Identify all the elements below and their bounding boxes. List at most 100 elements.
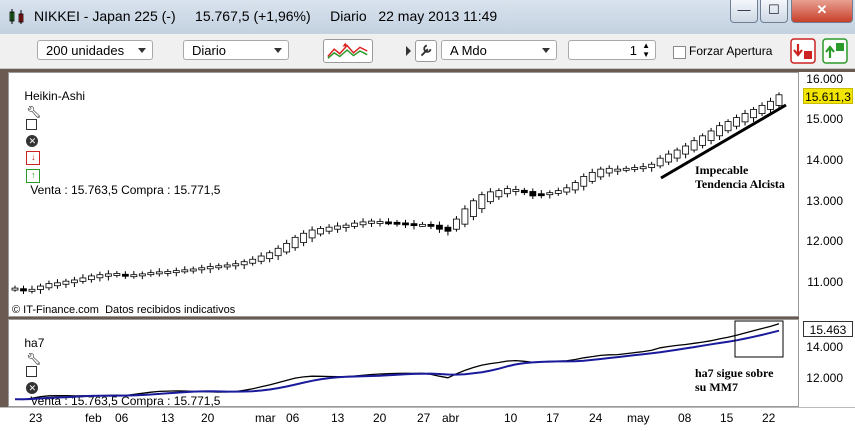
wrench-icon[interactable]: 🔧︎	[26, 352, 42, 366]
candle-body	[79, 277, 87, 282]
units-select[interactable]: 200 unidades	[37, 40, 153, 60]
main-chart-name: Heikin-Ashi	[24, 89, 86, 103]
candle-body	[317, 228, 325, 235]
current-indicator-badge: 15.463	[803, 321, 853, 337]
toolbar: 200 unidades Diario A Mdo 1 ▲ ▼ Forzar Ap…	[0, 34, 855, 69]
candle-body	[656, 157, 664, 167]
stepper-arrows-icon[interactable]: ▲ ▼	[642, 41, 650, 59]
order-type-select[interactable]: A Mdo	[441, 40, 557, 60]
candle-body	[172, 270, 180, 274]
candle-body	[300, 232, 308, 243]
x-tick-label: abr	[442, 411, 460, 425]
sell-icon[interactable]	[790, 38, 816, 64]
candle-body	[189, 268, 197, 272]
candle-body	[121, 273, 129, 277]
sub-chart-panel[interactable]: ha7 🔧︎ ✕ Venta : 15.763,5 Compra : 15.77…	[8, 319, 799, 408]
quantity-value: 1	[629, 43, 637, 58]
candle-body	[775, 94, 783, 106]
chevron-down-icon	[274, 48, 282, 53]
y-tick-label: 16.000	[806, 72, 843, 86]
source-note: © IT-Finance.com Datos recibidos indicat…	[12, 304, 236, 316]
chevron-down-icon	[138, 48, 146, 53]
close-button[interactable]: ✕	[791, 0, 853, 23]
force-open-label: Forzar Apertura	[689, 44, 773, 58]
candle-body	[537, 193, 545, 197]
x-tick-label: 17	[546, 411, 560, 425]
main-chart-header: Heikin-Ashi 🔧︎ ✕ ↓ ↑ Venta : 15.763,5 Co…	[11, 75, 220, 197]
x-tick-label: 20	[373, 411, 387, 425]
close-circle-icon[interactable]: ✕	[26, 382, 39, 394]
units-select-value: 200 unidades	[46, 43, 125, 58]
candle-body	[274, 247, 282, 257]
candle-body	[393, 221, 401, 225]
candle-body	[198, 267, 206, 271]
candle-body	[308, 229, 316, 239]
wrench-icon[interactable]	[415, 40, 437, 62]
candle-body	[512, 189, 520, 192]
candle-body	[37, 285, 44, 290]
indicators-icon[interactable]	[323, 39, 373, 63]
quantity-stepper[interactable]: 1 ▲ ▼	[568, 40, 656, 60]
heikin-ashi-chart	[11, 92, 787, 294]
candle-body	[45, 283, 53, 289]
candlestick-app-icon	[9, 9, 24, 24]
main-chart-panel[interactable]: Heikin-Ashi 🔧︎ ✕ ↓ ↑ Venta : 15.763,5 Co…	[8, 72, 799, 317]
candle-body	[639, 166, 647, 170]
candle-body	[682, 145, 690, 155]
buy-icon[interactable]	[822, 38, 848, 64]
candle-body	[334, 225, 341, 230]
candle-body	[71, 279, 78, 284]
candle-body	[486, 191, 494, 203]
highlight-box	[734, 320, 784, 358]
candle-body	[503, 188, 511, 195]
candle-body	[113, 273, 121, 276]
candle-body	[648, 163, 656, 168]
candle-body	[385, 221, 392, 225]
close-circle-icon[interactable]: ✕	[26, 135, 39, 147]
candle-body	[750, 109, 757, 119]
maximize-button[interactable]: ☐	[760, 0, 788, 23]
candle-body	[155, 271, 163, 275]
price-axis: 16.000 15.000 14.000 13.000 12.000 11.00…	[799, 72, 855, 408]
candle-body	[699, 135, 706, 146]
main-annotation: Impecable Tendencia Alcista	[695, 163, 785, 191]
candle-body	[707, 130, 715, 142]
mm7-line	[14, 329, 780, 401]
window-titlebar: NIKKEI - Japan 225 (-) 15.767,5 (+1,96%)…	[0, 0, 855, 34]
candle-body	[529, 191, 537, 197]
candle-body	[461, 208, 469, 225]
candle-body	[206, 266, 214, 270]
candle-body	[96, 274, 104, 279]
x-tick-label: 08	[678, 411, 692, 425]
minimize-button[interactable]: —	[730, 0, 758, 23]
candle-body	[402, 222, 409, 226]
window-icon[interactable]	[26, 366, 38, 377]
x-tick-label: 20	[201, 411, 215, 425]
candle-body	[266, 252, 274, 260]
candle-body	[733, 117, 740, 127]
x-tick-label: mar	[255, 411, 276, 425]
y-tick-label: 14.000	[806, 340, 843, 354]
current-price-badge: 15.611,3	[803, 88, 853, 104]
period-select[interactable]: Diario	[183, 40, 289, 60]
wrench-icon[interactable]: 🔧︎	[26, 105, 42, 119]
candle-body	[257, 255, 265, 262]
candle-body	[665, 153, 673, 163]
candle-body	[232, 263, 240, 267]
x-tick-label: feb	[85, 411, 102, 425]
window-icon[interactable]	[26, 119, 38, 130]
candle-body	[181, 269, 189, 273]
candle-body	[28, 288, 36, 292]
candle-body	[223, 264, 231, 268]
candle-body	[368, 220, 375, 224]
x-tick-label: 13	[331, 411, 345, 425]
x-tick-label: 24	[589, 411, 603, 425]
x-tick-label: 15	[720, 411, 734, 425]
expand-arrow-icon[interactable]	[406, 46, 411, 56]
candle-body	[240, 261, 248, 266]
candle-body	[478, 194, 486, 210]
x-tick-label: 27	[417, 411, 431, 425]
force-open-checkbox[interactable]	[673, 46, 686, 59]
candle-body	[410, 223, 418, 227]
candle-body	[325, 226, 333, 232]
